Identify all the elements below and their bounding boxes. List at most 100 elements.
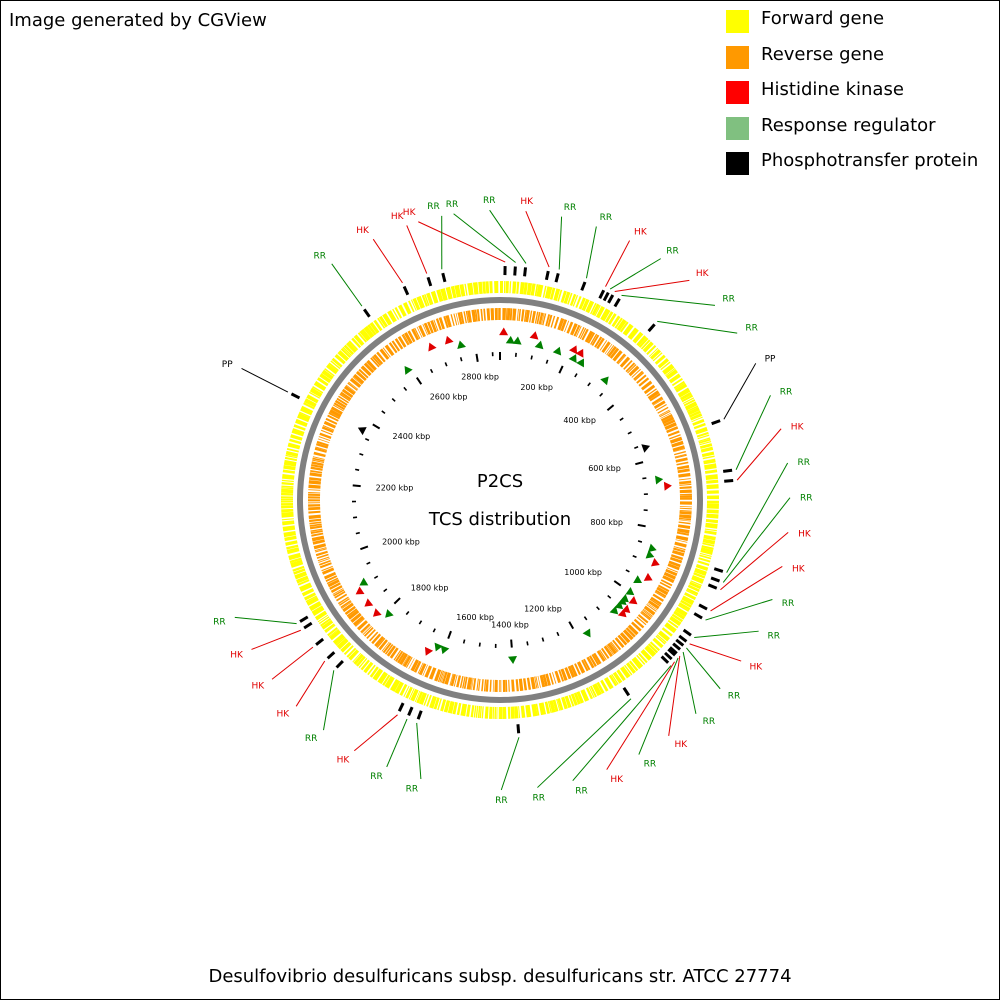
forward-gene bbox=[281, 488, 294, 494]
reverse-gene bbox=[323, 420, 336, 429]
forward-gene bbox=[560, 290, 567, 303]
forward-gene bbox=[563, 291, 571, 304]
reverse-gene bbox=[581, 328, 589, 341]
reverse-gene bbox=[408, 658, 415, 670]
reverse-gene bbox=[676, 531, 690, 536]
forward-gene bbox=[703, 534, 716, 541]
reverse-gene bbox=[518, 308, 522, 322]
tcs-label-rr: RR bbox=[213, 617, 226, 627]
forward-gene bbox=[680, 599, 692, 608]
forward-gene bbox=[494, 706, 497, 719]
reverse-gene bbox=[322, 567, 335, 575]
reverse-gene bbox=[416, 326, 423, 338]
ruler-tick bbox=[364, 437, 370, 442]
tcs-callout-line bbox=[453, 213, 516, 263]
forward-gene bbox=[622, 323, 634, 336]
reverse-gene bbox=[673, 546, 686, 551]
forward-gene bbox=[332, 633, 345, 645]
ruler-tick bbox=[462, 639, 466, 644]
legend-swatch-histidine-kinase bbox=[726, 81, 749, 104]
forward-gene bbox=[706, 503, 719, 509]
reverse-gene bbox=[508, 679, 510, 692]
tcs-outer-mark bbox=[664, 651, 673, 661]
tcs-label-hk: HK bbox=[610, 775, 624, 785]
forward-gene bbox=[450, 285, 457, 299]
tcs-callout-line bbox=[572, 665, 672, 782]
legend-label: Histidine kinase bbox=[761, 79, 904, 100]
forward-gene bbox=[289, 557, 302, 564]
reverse-gene bbox=[619, 632, 631, 644]
forward-gene bbox=[661, 627, 673, 637]
ruler-tick bbox=[372, 423, 381, 430]
forward-gene bbox=[575, 296, 582, 308]
forward-gene bbox=[336, 637, 349, 650]
reverse-gene bbox=[318, 436, 331, 441]
forward-gene bbox=[631, 656, 644, 670]
forward-gene bbox=[619, 321, 629, 333]
forward-gene bbox=[693, 422, 706, 430]
forward-gene bbox=[342, 346, 353, 357]
tcs-callout-line bbox=[694, 630, 759, 639]
ruler-tick bbox=[637, 540, 643, 543]
reverse-gene bbox=[308, 510, 321, 514]
forward-gene bbox=[384, 675, 395, 689]
reverse-gene bbox=[360, 623, 371, 634]
reverse-gene bbox=[674, 453, 687, 458]
tcs-callout-line bbox=[241, 368, 289, 393]
forward-gene bbox=[697, 560, 710, 567]
tcs-label-rr: RR bbox=[406, 785, 419, 795]
forward-gene bbox=[293, 568, 306, 575]
forward-gene bbox=[690, 413, 703, 421]
forward-gene bbox=[585, 300, 595, 314]
legend-label: Forward gene bbox=[761, 8, 885, 29]
reverse-gene bbox=[309, 525, 323, 530]
forward-gene bbox=[687, 407, 700, 416]
forward-gene bbox=[702, 542, 715, 547]
forward-gene bbox=[604, 311, 614, 323]
forward-gene bbox=[289, 438, 302, 445]
reverse-gene bbox=[633, 370, 644, 381]
forward-gene bbox=[655, 635, 666, 645]
ruler-label: 1200 kbp bbox=[524, 605, 562, 614]
reverse-gene bbox=[483, 308, 486, 321]
ruler-label: 2200 kbp bbox=[376, 484, 414, 493]
reverse-gene bbox=[662, 575, 675, 584]
forward-gene bbox=[372, 668, 384, 681]
ruler-tick bbox=[444, 362, 448, 367]
reverse-gene bbox=[649, 393, 661, 402]
reverse-gene bbox=[659, 410, 671, 418]
forward-gene bbox=[518, 706, 521, 719]
reverse-gene bbox=[310, 470, 323, 474]
forward-gene bbox=[535, 703, 540, 716]
tcs-outer-mark bbox=[622, 687, 631, 697]
forward-gene bbox=[424, 294, 430, 306]
reverse-gene bbox=[449, 673, 454, 686]
tcs-outer-mark bbox=[607, 294, 615, 304]
tcs-outer-mark bbox=[335, 659, 344, 669]
reverse-gene bbox=[523, 678, 528, 691]
forward-gene bbox=[346, 341, 357, 353]
forward-gene bbox=[283, 459, 297, 467]
reverse-gene bbox=[600, 647, 610, 659]
forward-gene bbox=[303, 402, 315, 410]
tcs-label-pp: PP bbox=[222, 360, 233, 370]
forward-gene bbox=[330, 360, 341, 370]
reverse-gene bbox=[315, 548, 327, 553]
forward-gene bbox=[429, 695, 437, 709]
forward-gene bbox=[701, 451, 715, 458]
forward-gene bbox=[588, 686, 595, 698]
forward-gene bbox=[281, 500, 294, 503]
forward-gene bbox=[675, 383, 688, 393]
reverse-gene bbox=[498, 308, 500, 321]
tcs-callout-line bbox=[331, 263, 363, 307]
forward-gene bbox=[592, 683, 602, 697]
reverse-gene bbox=[590, 333, 598, 345]
forward-gene bbox=[502, 706, 507, 719]
forward-gene bbox=[281, 485, 294, 488]
forward-gene bbox=[699, 552, 712, 557]
tcs-callout-line bbox=[668, 655, 681, 736]
reverse-gene bbox=[672, 549, 685, 557]
map-subtitle: TCS distribution bbox=[428, 509, 571, 530]
reverse-gene bbox=[584, 330, 594, 343]
reverse-gene bbox=[344, 605, 356, 616]
